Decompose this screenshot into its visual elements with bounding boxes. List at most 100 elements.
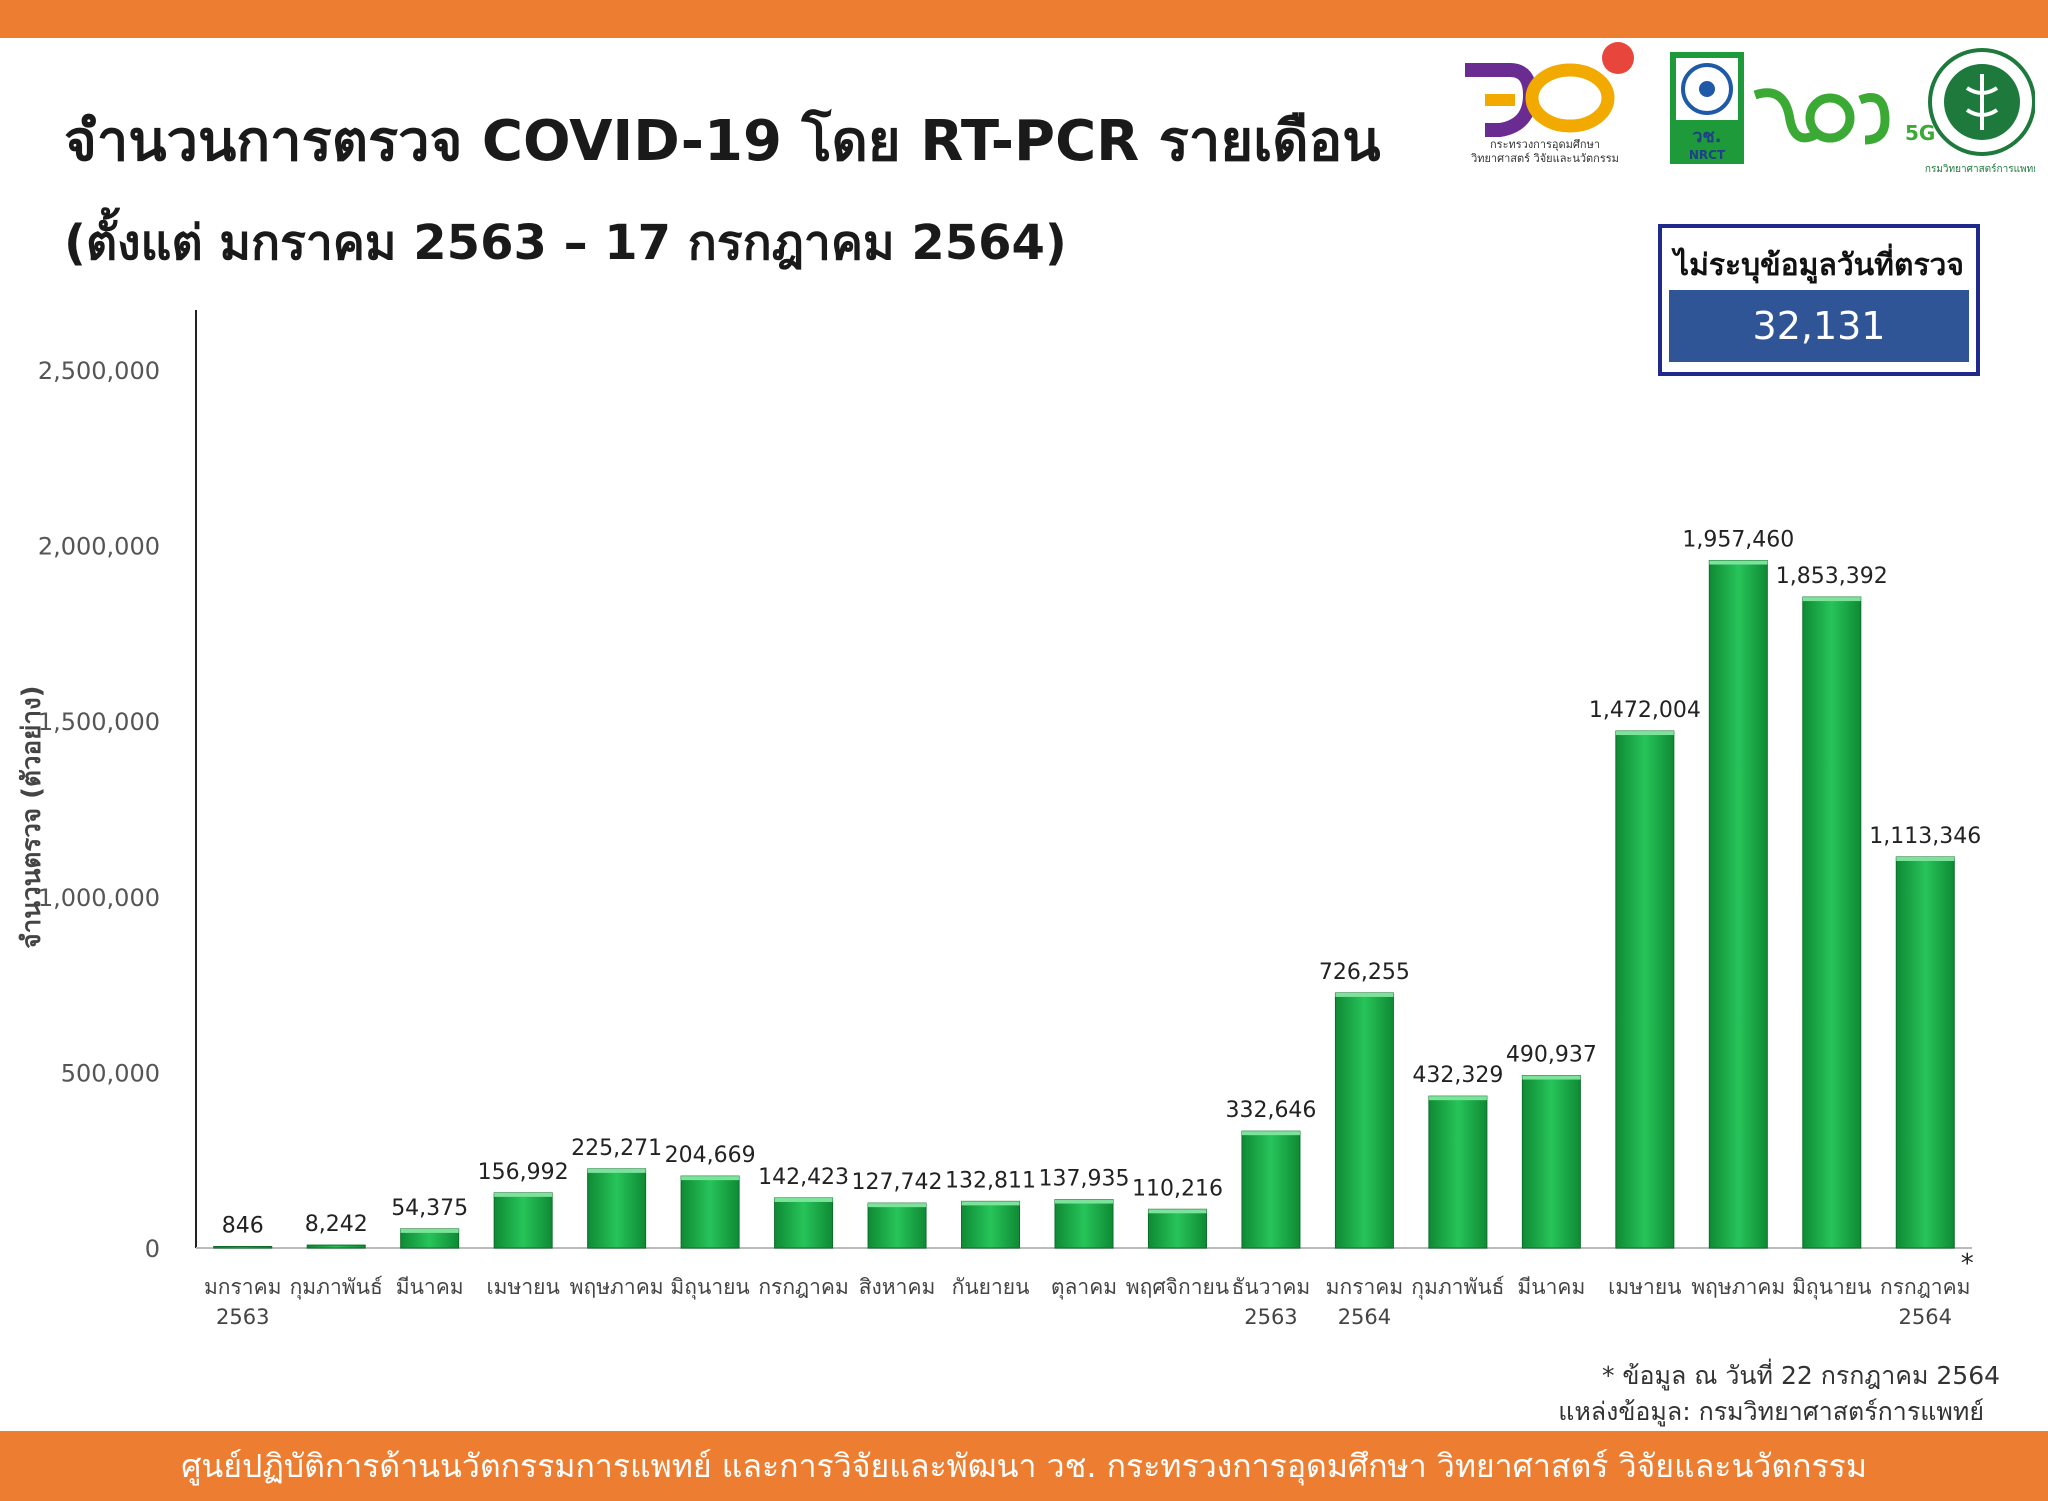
bar-highlight	[1148, 1209, 1207, 1214]
bar-value-label: 1,853,392	[1776, 564, 1888, 589]
x-tick-label: ตุลาคม	[1051, 1275, 1117, 1300]
y-tick-label: 0	[145, 1235, 160, 1263]
footnote: * ข้อมูล ณ วันที่ 22 กรกฎาคม 2564	[1601, 1361, 2000, 1390]
bar-value-label: 132,811	[945, 1168, 1036, 1193]
x-tick-label: กุมภาพันธ์	[290, 1275, 383, 1300]
mhesi-text-2: วิทยาศาสตร์ วิจัยและนวัตกรรม	[1470, 152, 1619, 165]
bar	[1147, 1208, 1207, 1249]
x-tick-label: เมษายน	[486, 1275, 559, 1299]
x-tick-label: กรกฎาคม	[758, 1275, 849, 1299]
bar-highlight	[1241, 1131, 1300, 1136]
dmsc-seal-logo: กรมวิทยาศาสตร์การแพทย์	[1925, 48, 2035, 175]
bar-value-label: 846	[222, 1214, 264, 1239]
y-tick-label: 2,500,000	[38, 357, 160, 385]
data-source: แหล่งข้อมูล: กรมวิทยาศาสตร์การแพทย์	[1558, 1397, 1984, 1426]
bar-highlight	[400, 1228, 459, 1233]
bar-highlight	[1615, 731, 1674, 736]
bar-highlight	[587, 1168, 646, 1173]
bar	[1895, 856, 1955, 1249]
5g-label: 5G	[1905, 121, 1935, 145]
bar	[1802, 596, 1862, 1249]
bar-value-label: 204,669	[665, 1143, 756, 1168]
vor-chor-5g-logo: 5G	[1753, 88, 1935, 145]
footer-bar: ศูนย์ปฏิบัติการด้านนวัตกรรมการแพทย์ และก…	[0, 1431, 2048, 1501]
bar-highlight	[1335, 992, 1394, 997]
top-accent-bar	[0, 0, 2048, 38]
bar-value-label: 432,329	[1412, 1063, 1503, 1088]
x-tick-label: กรกฎาคม	[1880, 1275, 1971, 1299]
x-tick-label: สิงหาคม	[859, 1275, 936, 1299]
bar	[1521, 1075, 1581, 1249]
y-tick-label: 1,500,000	[38, 708, 160, 736]
bar	[680, 1175, 740, 1249]
bar-value-label: 142,423	[758, 1165, 849, 1190]
bar-highlight	[774, 1197, 833, 1202]
bar-highlight	[1522, 1075, 1581, 1080]
bar-value-label: 54,375	[391, 1196, 468, 1221]
y-tick-label: 2,000,000	[38, 533, 160, 561]
bar	[306, 1244, 366, 1249]
nrct-logo: วช. NRCT	[1670, 52, 1744, 164]
unspecified-date-value: 32,131	[1669, 290, 1969, 362]
x-tick-label: มิถุนายน	[670, 1275, 749, 1300]
x-tick-label: มกราคม	[204, 1275, 282, 1299]
nrct-en: NRCT	[1689, 148, 1726, 162]
bar-value-label: 225,271	[571, 1136, 662, 1161]
bar	[867, 1202, 927, 1249]
bar	[587, 1168, 647, 1249]
x-tick-label: พฤษภาคม	[1691, 1275, 1785, 1299]
monthly-tests-bar-chart: 0 500,000 1,000,000 1,500,000 2,000,000 2,500…	[17, 310, 1982, 1329]
x-axis: มกราคม2563กุมภาพันธ์ มีนาคม เมษายน พฤษภาคมม…	[204, 1249, 1974, 1329]
bar	[1428, 1095, 1488, 1249]
x-tick-label: มีนาคม	[396, 1275, 464, 1299]
bar-highlight	[494, 1192, 553, 1197]
bar	[1708, 560, 1768, 1249]
bar	[493, 1192, 553, 1249]
chart-subtitle: (ตั้งแต่ มกราคม 2563 – 17 กรกฎาคม 2564)	[64, 215, 1067, 271]
mhesi-text-1: กระทรวงการอุดมศึกษา	[1490, 138, 1600, 151]
bar	[1615, 730, 1675, 1249]
x-tick-label: มีนาคม	[1517, 1275, 1585, 1299]
bar-highlight	[961, 1201, 1020, 1206]
unspecified-date-box: ไม่ระบุข้อมูลวันที่ตรวจ 32,131	[1658, 224, 1980, 376]
bar-value-label: 726,255	[1319, 960, 1410, 985]
x-tick-label: พฤษภาคม	[570, 1275, 664, 1299]
dharma-wheel-icon	[1681, 63, 1733, 115]
bar-value-label: 1,957,460	[1682, 528, 1794, 553]
caduceus-icon	[1965, 74, 1999, 130]
bar	[961, 1200, 1021, 1249]
bar-value-label: 490,937	[1506, 1043, 1597, 1068]
bar	[1334, 992, 1394, 1249]
footer-text: ศูนย์ปฏิบัติการด้านนวัตกรรมการแพทย์ และก…	[181, 1447, 1867, 1485]
bar-highlight	[1428, 1096, 1487, 1101]
x-tick-label: กุมภาพันธ์	[1411, 1275, 1504, 1300]
x-tick-year: 2563	[1244, 1305, 1297, 1329]
bar-value-label: 110,216	[1132, 1176, 1223, 1201]
bar	[1241, 1130, 1301, 1249]
y-axis-title: จำนวนตรวจ (ตัวอย่าง)	[17, 685, 47, 948]
x-tick-label: มกราคม	[1326, 1275, 1404, 1299]
y-axis: 0 500,000 1,000,000 1,500,000 2,000,000 2,500…	[17, 310, 1972, 1263]
logo-strip: กระทรวงการอุดมศึกษา วิทยาศาสตร์ วิจัยและ…	[1465, 42, 2035, 175]
x-tick-label: เมษายน	[1608, 1275, 1681, 1299]
bar-value-label: 156,992	[478, 1160, 569, 1185]
last-month-asterisk: *	[1961, 1249, 1974, 1279]
bar-highlight	[868, 1203, 927, 1208]
bar-value-label: 137,935	[1039, 1167, 1130, 1192]
bar-highlight	[681, 1176, 740, 1181]
y-tick-label: 1,000,000	[38, 884, 160, 912]
unspecified-date-label: ไม่ระบุข้อมูลวันที่ตรวจ	[1674, 248, 1964, 283]
bar-highlight	[1802, 597, 1861, 602]
y-tick-label: 500,000	[61, 1059, 160, 1087]
bar-value-label: 127,742	[852, 1170, 943, 1195]
bar-series	[213, 560, 1955, 1249]
nrct-label: วช.	[1692, 126, 1721, 147]
x-tick-year: 2564	[1338, 1305, 1391, 1329]
x-tick-label: ธันวาคม	[1232, 1275, 1311, 1299]
mhesi-logo: กระทรวงการอุดมศึกษา วิทยาศาสตร์ วิจัยและ…	[1465, 42, 1634, 165]
bar-highlight	[1896, 856, 1955, 861]
bar	[774, 1197, 834, 1249]
x-tick-year: 2563	[216, 1305, 269, 1329]
bar-value-label: 8,242	[305, 1212, 368, 1237]
